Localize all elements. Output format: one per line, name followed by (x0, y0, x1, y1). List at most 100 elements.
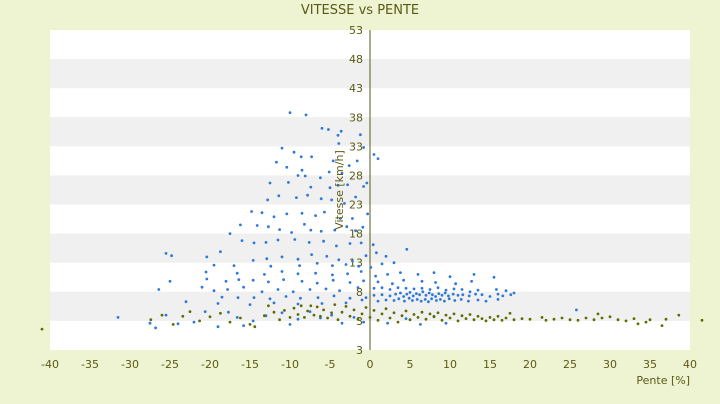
data-point-series-1 (296, 272, 300, 276)
data-point-series-1 (176, 322, 180, 326)
data-point-series-1 (116, 316, 120, 319)
data-point-series-1 (170, 254, 174, 258)
data-point-series-1 (300, 211, 304, 215)
data-point-series-1 (420, 279, 424, 283)
data-point-series-1 (236, 296, 240, 299)
data-point-series-1 (299, 155, 303, 159)
data-point-series-1 (288, 111, 292, 114)
data-point-series-1 (219, 250, 222, 254)
data-point-series-1 (354, 229, 357, 233)
data-point-series-2 (380, 312, 384, 316)
data-point-series-2 (348, 314, 352, 318)
data-point-series-1 (235, 271, 239, 275)
data-point-series-2 (648, 318, 652, 322)
data-point-series-1 (300, 168, 304, 172)
data-point-series-2 (248, 323, 252, 326)
data-point-series-1 (402, 278, 405, 282)
data-point-series-1 (184, 300, 188, 304)
data-point-series-1 (418, 293, 421, 297)
data-point-series-1 (242, 324, 246, 327)
data-point-series-2 (552, 317, 556, 321)
data-point-series-1 (309, 228, 313, 232)
data-point-series-1 (421, 290, 425, 294)
data-point-series-1 (453, 299, 457, 302)
data-point-series-1 (434, 281, 437, 284)
data-point-series-1 (287, 181, 290, 184)
data-point-series-2 (492, 318, 496, 322)
data-point-series-1 (319, 229, 323, 233)
data-point-series-1 (269, 264, 273, 268)
data-point-series-1 (336, 133, 340, 137)
data-point-series-2 (312, 313, 316, 317)
y-tick-label: 3 (356, 344, 363, 357)
data-point-series-1 (252, 241, 256, 245)
data-point-series-1 (357, 264, 361, 268)
data-point-series-1 (260, 290, 264, 294)
data-point-series-1 (293, 238, 297, 241)
y-tick-label: 28 (349, 169, 363, 182)
data-point-series-1 (340, 321, 344, 325)
data-point-series-2 (576, 318, 580, 322)
x-tick-label: -10 (281, 358, 299, 371)
data-point-series-1 (343, 202, 346, 205)
x-axis-label: Pente [%] (636, 374, 690, 387)
data-point-series-2 (326, 316, 329, 320)
data-point-series-1 (300, 279, 304, 283)
data-point-series-1 (290, 231, 293, 234)
data-point-series-1 (399, 271, 402, 274)
data-point-series-2 (488, 316, 492, 319)
data-point-series-1 (272, 301, 276, 305)
data-point-series-1 (263, 273, 266, 276)
data-point-series-2 (404, 309, 408, 313)
data-point-series-1 (296, 317, 300, 321)
data-point-series-1 (333, 228, 337, 232)
data-point-series-1 (351, 259, 354, 263)
data-point-series-2 (660, 324, 664, 327)
data-point-series-2 (700, 318, 704, 322)
data-point-series-1 (380, 286, 384, 290)
data-point-series-1 (277, 194, 281, 198)
data-point-series-1 (411, 299, 414, 302)
y-tick-label: 33 (349, 140, 363, 153)
data-point-series-2 (171, 323, 175, 326)
data-point-series-2 (568, 318, 572, 322)
data-point-series-1 (330, 313, 333, 317)
data-point-series-1 (371, 243, 375, 247)
data-point-series-1 (344, 301, 348, 305)
data-point-series-1 (420, 286, 424, 290)
data-point-series-1 (276, 238, 280, 242)
y-tick-label: 8 (356, 286, 363, 299)
data-point-series-1 (203, 310, 207, 313)
data-point-series-1 (384, 254, 388, 258)
data-point-series-1 (376, 157, 380, 161)
data-point-series-1 (459, 298, 463, 301)
data-point-series-1 (434, 295, 437, 298)
data-point-series-2 (600, 316, 604, 320)
data-point-series-2 (368, 316, 372, 319)
data-point-series-1 (168, 279, 172, 283)
data-point-series-1 (388, 294, 392, 298)
x-tick-label: 0 (367, 358, 374, 371)
data-point-series-1 (292, 150, 296, 154)
data-point-series-1 (330, 198, 333, 202)
data-point-series-2 (219, 311, 222, 315)
data-point-series-1 (340, 171, 344, 175)
data-point-series-1 (496, 298, 500, 301)
data-point-series-1 (384, 298, 388, 302)
data-point-series-2 (420, 310, 424, 314)
data-point-series-1 (316, 296, 320, 299)
data-point-series-1 (474, 292, 477, 296)
data-point-series-1 (504, 289, 508, 293)
data-point-series-1 (237, 278, 241, 281)
data-point-series-1 (314, 271, 317, 275)
data-point-series-2 (592, 318, 596, 322)
data-point-series-1 (278, 228, 281, 232)
data-point-series-2 (149, 318, 153, 322)
x-tick-labels: -40 -35 -30 -25 -20 -15 -10 -5 0 5 10 15 20 25 30 35 40 (41, 358, 697, 371)
data-point-series-2 (528, 317, 532, 321)
data-point-series-1 (362, 146, 365, 149)
data-point-series-2 (181, 314, 185, 318)
data-point-series-1 (296, 302, 300, 306)
data-point-series-1 (348, 296, 352, 300)
